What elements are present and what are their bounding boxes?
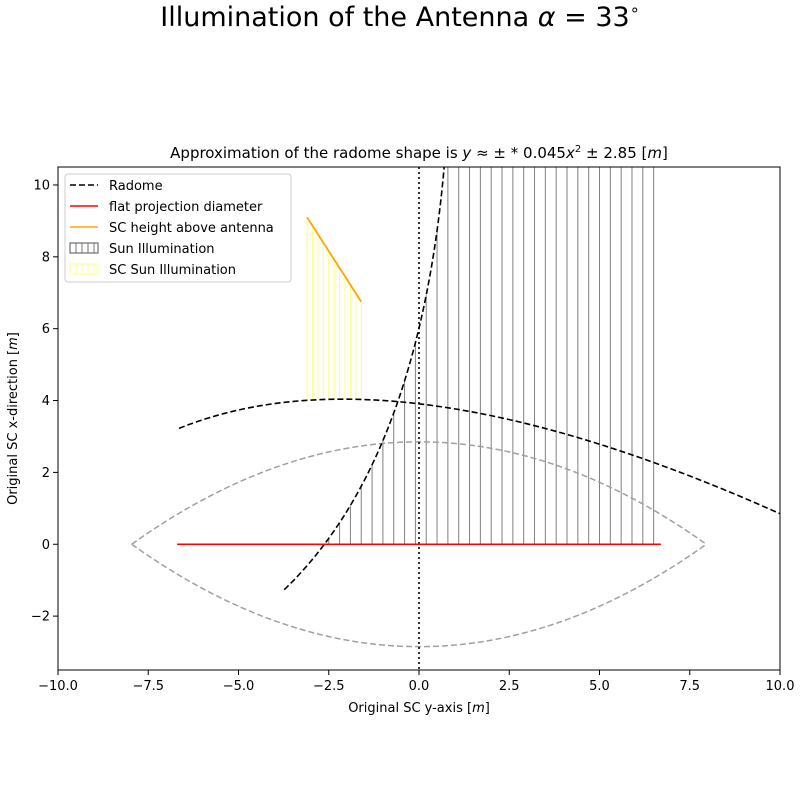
x-tick-label: −10.0 — [38, 679, 78, 694]
legend: Radome flat projection diameter SC heigh… — [65, 174, 291, 282]
y-axis-label: Original SC x-direction [m] — [6, 332, 21, 505]
y-tick-label: 0 — [42, 538, 50, 553]
radome-rotated-upper — [179, 399, 800, 622]
y-tick-label: 8 — [42, 250, 50, 265]
legend-label-flat: flat projection diameter — [109, 200, 263, 215]
y-tick-label: 2 — [42, 466, 50, 481]
y-tick-label: 10 — [33, 178, 50, 193]
x-tick-label: 2.5 — [499, 679, 520, 694]
radome-rotated-lower — [284, 0, 450, 590]
legend-label-sc-height: SC height above antenna — [109, 221, 274, 236]
y-tick-label: 6 — [42, 322, 50, 337]
legend-label-radome: Radome — [109, 179, 163, 194]
chart-title: Approximation of the radome shape is y ≈… — [170, 144, 668, 162]
x-tick-label: −5.0 — [223, 679, 255, 694]
sc-sun-illumination-hatch — [307, 217, 361, 400]
x-tick-label: 0.0 — [409, 679, 430, 694]
radome-outline-lower — [132, 544, 707, 646]
y-tick-label: 4 — [42, 394, 50, 409]
x-axis-label: Original SC y-axis [m] — [348, 701, 490, 716]
x-tick-label: 10.0 — [766, 679, 795, 694]
x-tick-label: −2.5 — [313, 679, 345, 694]
legend-label-sun: Sun Illumination — [109, 242, 215, 257]
x-tick-label: 5.0 — [589, 679, 610, 694]
legend-label-sc-sun: SC Sun Illumination — [109, 263, 236, 278]
y-tick-label: −2 — [31, 610, 50, 625]
plot-area — [132, 0, 800, 670]
x-tick-label: 7.5 — [679, 679, 700, 694]
x-tick-label: −7.5 — [132, 679, 164, 694]
x-axis-ticks: −10.0 −7.5 −5.0 −2.5 0.0 2.5 5.0 7.5 10.0 — [38, 670, 794, 694]
chart-suptitle: Illumination of the Antenna α = 33∘ — [160, 0, 639, 33]
y-axis-ticks: −2 0 2 4 6 8 10 — [31, 178, 58, 624]
